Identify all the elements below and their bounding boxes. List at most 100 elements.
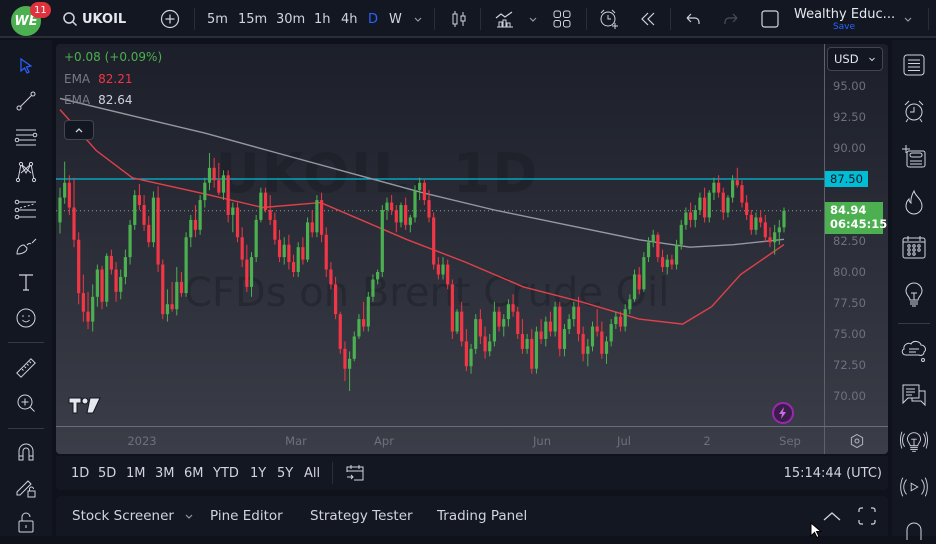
candle-body xyxy=(268,210,272,220)
magnet-tool[interactable] xyxy=(12,438,40,466)
timeframe-w[interactable]: W xyxy=(389,11,402,27)
ema-slow-line[interactable] xyxy=(59,97,785,248)
trend-line-tool[interactable] xyxy=(12,87,40,115)
tab-pine-editor[interactable]: Pine Editor xyxy=(210,508,283,524)
range-3m[interactable]: 3M xyxy=(155,465,175,481)
object-tree-button[interactable] xyxy=(900,142,928,170)
layout-menu-button[interactable]: Wealthy Educ... Save xyxy=(794,0,895,38)
range-all[interactable]: All xyxy=(304,465,321,481)
hotlists-button[interactable] xyxy=(900,188,928,216)
range-ytd[interactable]: YTD xyxy=(213,465,239,481)
layout-grid-button[interactable] xyxy=(552,0,572,38)
price-axis[interactable]: 95.00 92.50 90.00 82.50 80.00 77.50 75.00 72.50… xyxy=(824,44,888,426)
price-plot[interactable] xyxy=(56,44,824,426)
divider xyxy=(332,462,333,484)
tradingview-logo[interactable] xyxy=(68,396,102,414)
lightning-indicator-button[interactable] xyxy=(772,402,794,424)
compare-symbol-button[interactable] xyxy=(160,0,180,38)
text-tool[interactable] xyxy=(12,268,40,296)
forecasting-tool[interactable] xyxy=(12,195,40,223)
time-axis[interactable]: 2023 Mar Apr Jun Jul 2 Sep xyxy=(56,426,824,454)
ema-fast-line[interactable] xyxy=(59,109,785,325)
minds-button[interactable] xyxy=(900,336,928,364)
emoji-tool[interactable] xyxy=(12,304,40,332)
collapse-legend-button[interactable] xyxy=(64,120,94,140)
brush-tool[interactable] xyxy=(12,232,40,260)
cursor-tool[interactable] xyxy=(12,52,40,80)
candle-body xyxy=(81,293,85,312)
streams-button[interactable] xyxy=(900,473,928,501)
range-1m[interactable]: 1M xyxy=(126,465,146,481)
fullscreen-toggle[interactable] xyxy=(760,0,780,38)
notifications-button[interactable] xyxy=(900,516,928,544)
candle-body xyxy=(404,205,408,225)
layout-dropdown[interactable] xyxy=(903,0,913,38)
timeframe-1h[interactable]: 1h xyxy=(314,11,331,27)
tab-stock-screener[interactable]: Stock Screener xyxy=(72,496,194,536)
range-5y[interactable]: 5Y xyxy=(277,465,294,481)
undo-button[interactable] xyxy=(684,0,702,38)
go-to-date-button[interactable] xyxy=(345,456,365,490)
indicators-dropdown[interactable] xyxy=(528,0,538,38)
timeframe-dropdown[interactable] xyxy=(413,0,423,38)
utc-clock[interactable]: 15:14:44 (UTC) xyxy=(783,465,882,481)
range-1y[interactable]: 1Y xyxy=(250,465,267,481)
ideas-button[interactable] xyxy=(900,281,928,309)
create-alert-button[interactable] xyxy=(598,0,620,38)
bottom-panel: Stock Screener Pine Editor Strategy Test… xyxy=(56,496,888,536)
candle-body xyxy=(151,197,156,243)
candle-body xyxy=(726,197,730,213)
measure-tool[interactable] xyxy=(12,354,40,382)
expand-panel-button[interactable] xyxy=(822,496,842,536)
timeframe-5m[interactable]: 5m xyxy=(207,11,228,27)
timeframe-4h[interactable]: 4h xyxy=(341,11,358,27)
ema-fast-legend[interactable]: EMA 82.21 xyxy=(64,72,162,86)
currency-selector[interactable]: USD xyxy=(827,47,883,71)
indicators-button[interactable] xyxy=(494,0,516,38)
divider xyxy=(8,428,44,429)
range-1d[interactable]: 1D xyxy=(71,465,90,481)
technicals-button[interactable] xyxy=(900,428,928,456)
chart-settings-button[interactable] xyxy=(824,426,888,454)
timeframe-d[interactable]: D xyxy=(368,11,379,27)
maximize-panel-button[interactable] xyxy=(858,496,876,536)
chart-pane[interactable]: UKOIL, 1D CFDs on Brent Crude Oil +0.08 … xyxy=(56,44,888,454)
candle-body xyxy=(193,219,198,230)
candle-body xyxy=(745,202,749,215)
candle-body xyxy=(576,306,581,334)
replay-button[interactable] xyxy=(638,0,658,38)
chats-button[interactable] xyxy=(900,382,928,410)
symbol-search-button[interactable]: UKOIL xyxy=(62,0,126,38)
alerts-button[interactable] xyxy=(900,97,928,125)
range-5d[interactable]: 5D xyxy=(98,465,117,481)
timeframe-15m[interactable]: 15m xyxy=(238,11,268,27)
redo-button[interactable] xyxy=(722,0,740,38)
pattern-tool[interactable] xyxy=(12,158,40,186)
chevron-down-icon xyxy=(185,514,193,519)
lock-drawings-tool[interactable] xyxy=(12,473,40,501)
watchlist-button[interactable] xyxy=(900,51,928,79)
candle-body xyxy=(67,182,71,208)
price-axis-label: 92.50 xyxy=(833,110,866,124)
candle-body xyxy=(609,324,613,342)
lock-all-tool[interactable] xyxy=(12,508,40,536)
thought-bubble-icon xyxy=(901,341,926,362)
tab-trading-panel[interactable]: Trading Panel xyxy=(437,508,528,524)
candle-body xyxy=(651,234,655,243)
ema-slow-legend[interactable]: EMA 82.64 xyxy=(64,93,162,107)
candle-body xyxy=(604,341,609,354)
last-price: 84.94 xyxy=(830,203,867,217)
fib-retracement-tool[interactable] xyxy=(12,123,40,151)
range-6m[interactable]: 6M xyxy=(184,465,204,481)
zoom-in-tool[interactable] xyxy=(12,389,40,417)
time-axis-label: Mar xyxy=(285,434,307,448)
candle-body xyxy=(642,257,646,290)
chart-type-button[interactable] xyxy=(449,0,469,38)
candle-body xyxy=(670,259,674,265)
broadcast-lightbulb-icon xyxy=(900,431,928,452)
tab-strategy-tester[interactable]: Strategy Tester xyxy=(310,508,413,524)
candle-body xyxy=(660,257,665,268)
save-link[interactable]: Save xyxy=(832,21,856,32)
timeframe-30m[interactable]: 30m xyxy=(276,11,306,27)
calendar-button[interactable] xyxy=(900,233,928,261)
